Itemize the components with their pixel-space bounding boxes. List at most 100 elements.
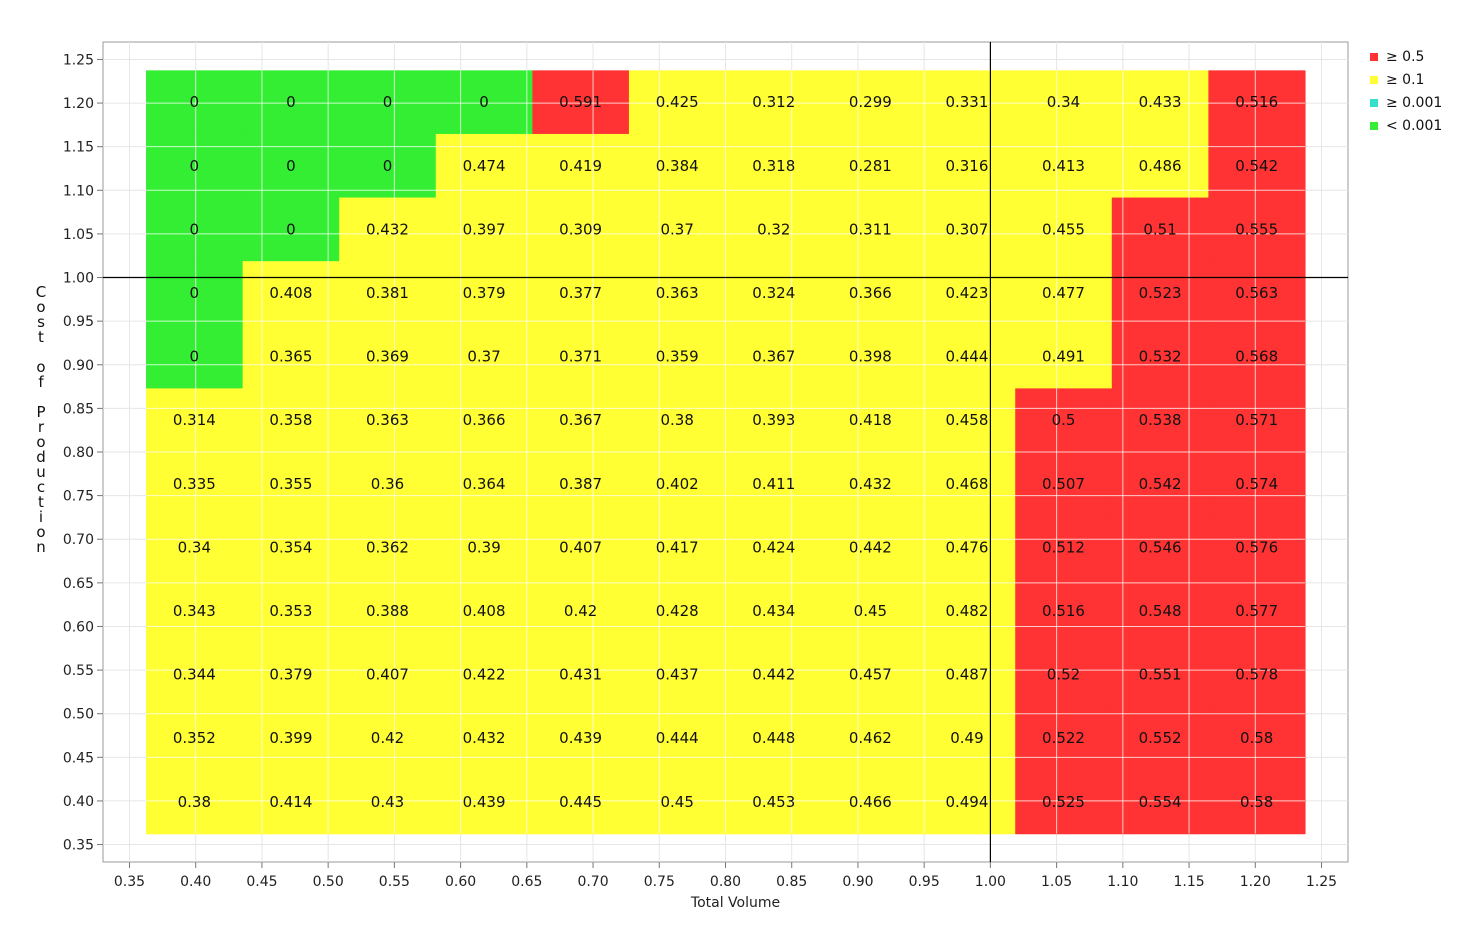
legend-swatch	[1370, 121, 1378, 130]
heatmap-cell	[146, 515, 244, 580]
data-label: 0.437	[656, 666, 699, 684]
heatmap-cell	[1208, 579, 1306, 644]
heatmap-cell	[1111, 388, 1209, 453]
heatmap-cell	[532, 261, 630, 326]
data-label: 0.432	[463, 729, 506, 747]
y-tick-label: 0.40	[63, 794, 94, 810]
y-tick-label: 1.25	[63, 52, 94, 68]
data-label: 0.574	[1235, 475, 1278, 493]
heatmap-cell	[242, 197, 340, 262]
data-label: 0.38	[178, 793, 211, 811]
data-label: 0.424	[752, 538, 795, 556]
data-label: 0.411	[752, 475, 795, 493]
x-axis-label: Total Volume	[690, 895, 780, 911]
x-tick-label: 0.45	[246, 874, 277, 890]
heatmap-cell	[1015, 324, 1113, 389]
y-tick-label: 0.65	[63, 576, 94, 592]
heatmap-cell	[725, 515, 823, 580]
heatmap-cell	[242, 388, 340, 453]
x-tick-label: 1.00	[975, 874, 1006, 890]
heatmap-cell	[339, 261, 437, 326]
heatmap-cell	[725, 770, 823, 835]
y-tick-label: 0.70	[63, 532, 94, 548]
legend-label: ≥ 0.5	[1386, 48, 1425, 65]
heatmap-cell	[628, 770, 727, 835]
heatmap-cell	[339, 706, 437, 771]
y-axis-label-char: n	[36, 538, 46, 556]
heatmap-cell	[242, 515, 340, 580]
data-label: 0.444	[945, 348, 988, 366]
data-label: 0	[190, 157, 200, 175]
x-tick-label: 0.75	[644, 874, 675, 890]
data-label: 0.445	[559, 793, 602, 811]
data-label: 0.343	[173, 602, 216, 620]
y-tick-label: 0.55	[63, 663, 94, 679]
heatmap-cell	[628, 70, 727, 135]
y-axis-label-char: i	[38, 508, 44, 526]
heatmap-cell	[1111, 452, 1209, 517]
data-label: 0.486	[1139, 157, 1182, 175]
x-tick-label: 0.90	[842, 874, 873, 890]
data-label: 0.439	[463, 793, 506, 811]
data-label: 0.379	[269, 666, 312, 684]
data-label: 0.58	[1240, 793, 1273, 811]
data-label: 0.423	[945, 284, 988, 302]
heatmap-cell	[628, 133, 727, 199]
x-tick-label: 0.85	[776, 874, 807, 890]
heatmap-cell	[918, 133, 1016, 199]
data-label: 0.468	[945, 475, 988, 493]
data-label: 0.312	[752, 93, 795, 111]
y-axis-label-char: d	[36, 448, 46, 466]
heatmap-cell	[242, 642, 340, 708]
y-axis-label-char: o	[36, 358, 46, 376]
data-label: 0.444	[656, 729, 699, 747]
heatmap-cell	[146, 261, 244, 326]
heatmap-cell	[339, 579, 437, 644]
y-tick-label: 1.20	[63, 96, 94, 112]
data-label: 0	[383, 157, 393, 175]
x-tick-label: 1.20	[1240, 874, 1271, 890]
heatmap-cell	[918, 324, 1016, 389]
heatmap-cell	[628, 197, 727, 262]
data-label: 0.407	[366, 666, 409, 684]
legend-item: ≥ 0.5	[1370, 45, 1442, 68]
data-label: 0.507	[1042, 475, 1085, 493]
data-label: 0	[479, 93, 489, 111]
heatmap-cell	[339, 133, 437, 199]
data-label: 0.393	[752, 411, 795, 429]
heatmap-cell	[1111, 197, 1209, 262]
data-label: 0.371	[559, 348, 602, 366]
heatmap-cell	[822, 70, 920, 135]
x-tick-label: 1.25	[1306, 874, 1337, 890]
heatmap-cell	[146, 133, 244, 199]
data-label: 0.366	[849, 284, 892, 302]
data-label: 0.354	[269, 538, 312, 556]
data-label: 0.32	[757, 220, 790, 238]
heatmap-cell	[146, 197, 244, 262]
heatmap-cell	[1015, 133, 1113, 199]
data-label: 0.448	[752, 729, 795, 747]
heatmap-cell	[435, 642, 533, 708]
data-label: 0.318	[752, 157, 795, 175]
heatmap-cell	[435, 324, 533, 389]
data-label: 0.516	[1235, 93, 1278, 111]
y-tick-label: 1.15	[63, 140, 94, 156]
heatmap-cell	[146, 579, 244, 644]
data-label: 0.367	[752, 348, 795, 366]
heatmap-cell	[918, 515, 1016, 580]
data-label: 0.419	[559, 157, 602, 175]
data-label: 0.428	[656, 602, 699, 620]
heatmap-cell	[1015, 452, 1113, 517]
heatmap-cell	[1111, 515, 1209, 580]
x-tick-label: 0.40	[180, 874, 211, 890]
heatmap-cell	[725, 197, 823, 262]
heatmap-cell	[532, 388, 630, 453]
y-axis-label-char: o	[36, 523, 46, 541]
data-label: 0.407	[559, 538, 602, 556]
y-tick-label: 0.95	[63, 314, 94, 330]
heatmap-cell	[339, 770, 437, 835]
data-label: 0.418	[849, 411, 892, 429]
heatmap-cell	[146, 642, 244, 708]
legend-swatch	[1370, 98, 1378, 107]
